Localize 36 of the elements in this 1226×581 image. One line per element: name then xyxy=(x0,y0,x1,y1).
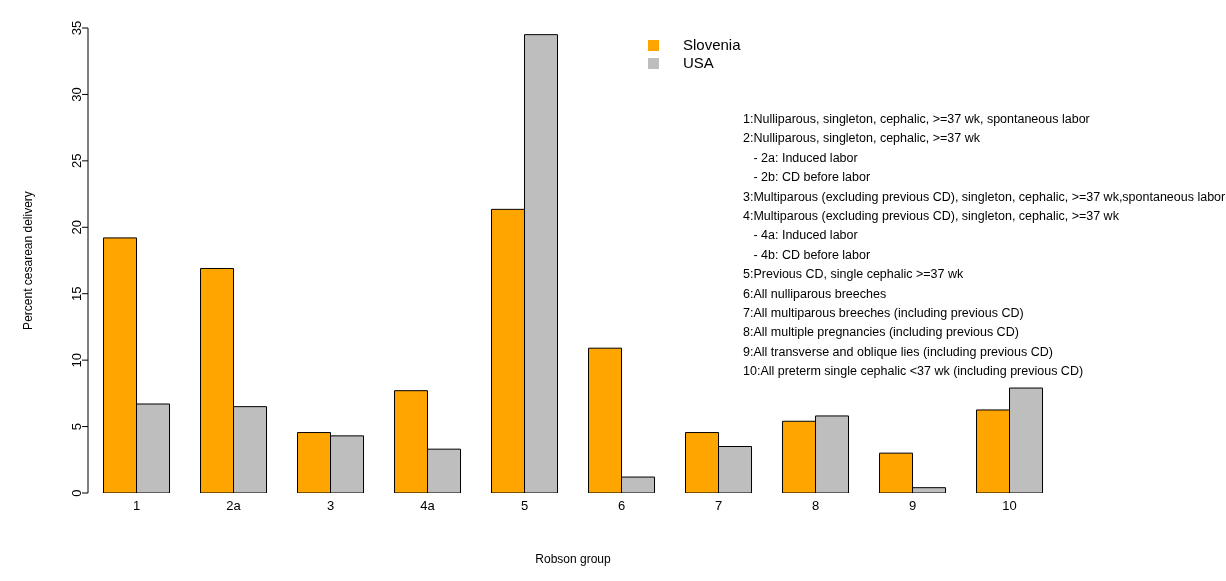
legend-label: Slovenia xyxy=(683,36,741,53)
annotation: 1:Nulliparous, singleton, cephalic, >=37 wk, spontaneous labor xyxy=(743,111,1091,128)
annotation: 5:Previous CD, single cephalic >=37 wk xyxy=(743,266,965,284)
x-tick-label: 10 xyxy=(1002,498,1017,514)
y-tick-label: 0 xyxy=(68,489,84,497)
y-tick-label: 35 xyxy=(68,20,84,36)
y-tick-label: 10 xyxy=(68,352,84,368)
annotation: 6:All nulliparous breeches xyxy=(743,285,888,303)
y-tick-label: 15 xyxy=(68,286,84,301)
annotation: 3:Multiparous (excluding previous CD), singleton, cephalic, >=37 wk,spontaneous labor xyxy=(743,188,1226,206)
x-tick-label: 3 xyxy=(326,498,335,514)
annotation: - 4a: Induced labor xyxy=(752,227,859,245)
x-tick-label: 6 xyxy=(617,498,626,514)
legend-label: USA xyxy=(683,54,714,71)
x-tick-label: 4a xyxy=(420,498,436,514)
annotation: 9:All transverse and oblique lies (including previous CD) xyxy=(743,343,1054,361)
annotation: 2:Nulliparous, singleton, cephalic, >=37 wk xyxy=(743,130,981,148)
x-tick-label: 8 xyxy=(811,498,820,514)
y-tick-label: 25 xyxy=(68,153,84,169)
annotation: - 2a: Induced labor xyxy=(752,149,859,167)
y-axis-title: Percent cesarean delivery xyxy=(21,191,36,330)
x-tick-label: 2a xyxy=(226,498,242,514)
annotation: 8:All multiple pregnancies (including previous CD) xyxy=(743,324,1020,342)
annotation: 7:All multiparous breeches (including previous CD) xyxy=(743,305,1025,323)
annotation: 4:Multiparous (excluding previous CD), singleton, cephalic, >=37 wk xyxy=(743,208,1120,226)
annotation: - 2b: CD before labor xyxy=(752,169,872,187)
y-tick-label: 5 xyxy=(68,422,84,431)
x-axis-title: Robson group xyxy=(535,552,612,566)
x-tick-label: 1 xyxy=(132,498,141,514)
annotation: 10:All preterm single cephalic <37 wk (including previous CD) xyxy=(743,363,1085,381)
y-tick-label: 20 xyxy=(68,220,84,235)
y-tick-label: 30 xyxy=(68,87,84,102)
x-tick-label: 7 xyxy=(714,498,723,514)
x-tick-label: 9 xyxy=(908,498,917,514)
annotation: - 4b: CD before labor xyxy=(752,246,872,264)
x-tick-label: 5 xyxy=(520,498,529,514)
